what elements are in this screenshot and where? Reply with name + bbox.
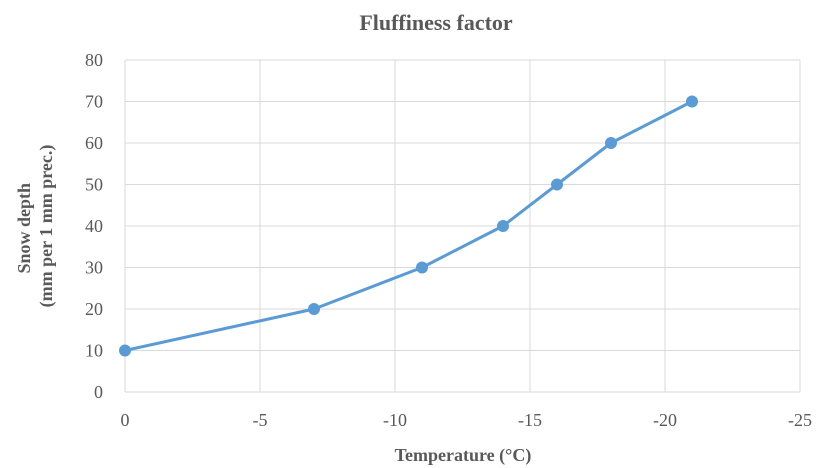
x-tick-label: 0	[121, 410, 130, 430]
y-tick-label: 20	[85, 299, 103, 319]
y-tick-label: 40	[85, 216, 103, 236]
x-tick-label: -5	[253, 410, 268, 430]
y-axis-title-line-2: (mm per 1 mm prec.)	[36, 145, 57, 308]
x-axis-tick-labels: 0 -5 -10 -15 -20 -25	[121, 410, 813, 430]
y-axis-tick-labels: 0 10 20 30 40 50 60 70 80	[85, 50, 103, 402]
gridlines	[124, 59, 801, 393]
y-axis-title: Snow depth (mm per 1 mm prec.)	[14, 145, 57, 308]
data-point	[497, 220, 509, 232]
data-point	[119, 344, 131, 357]
y-tick-label: 30	[85, 258, 103, 278]
y-tick-label: 80	[85, 50, 103, 70]
data-point	[308, 303, 320, 315]
x-tick-label: -15	[518, 410, 542, 430]
y-tick-label: 10	[85, 341, 103, 361]
y-tick-label: 60	[85, 133, 103, 153]
y-tick-label: 70	[85, 92, 103, 112]
y-axis-title-line-1: Snow depth	[14, 183, 34, 274]
data-point	[416, 261, 428, 274]
x-axis-title: Temperature (°C)	[395, 445, 532, 466]
y-tick-label: 50	[85, 175, 103, 195]
data-point	[551, 178, 563, 191]
x-tick-label: -10	[383, 410, 407, 430]
data-point	[686, 95, 698, 108]
x-tick-label: -20	[653, 410, 677, 430]
y-tick-label: 0	[94, 382, 103, 402]
chart-title: Fluffiness factor	[359, 10, 513, 35]
data-series	[119, 95, 698, 357]
x-tick-label: -25	[788, 410, 812, 430]
data-point	[605, 137, 617, 149]
